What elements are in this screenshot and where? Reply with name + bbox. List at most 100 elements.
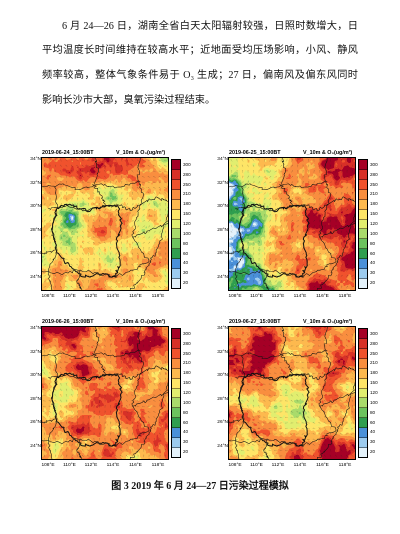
colorbar-swatch bbox=[359, 219, 367, 230]
colorbar-swatch bbox=[359, 169, 367, 180]
colorbar bbox=[171, 159, 181, 289]
figure-panel: 2019-06-24_15:00BT V_10m & O₃(ug/m³) 34°N 3… bbox=[28, 148, 198, 300]
colorbar-swatch bbox=[359, 338, 367, 349]
lat-label: 30°N bbox=[30, 373, 41, 379]
lon-label: 116°E bbox=[316, 294, 329, 299]
colorbar-swatch bbox=[172, 398, 180, 409]
lat-label: 34°N bbox=[217, 157, 228, 162]
lon-label: 114°E bbox=[293, 294, 307, 299]
lat-label: 30°N bbox=[217, 373, 228, 379]
lat-label: 24°N bbox=[30, 275, 41, 280]
panel-date-title: 2019-06-26_15:00BT bbox=[42, 319, 94, 325]
lat-label: 34°N bbox=[30, 157, 41, 162]
colorbar-swatch bbox=[172, 428, 180, 439]
colorbar-label: 150 bbox=[370, 211, 378, 217]
lon-label: 118°E bbox=[151, 294, 165, 299]
panel-date-title: 2019-06-24_15:00BT bbox=[42, 150, 94, 156]
colorbar-swatch bbox=[359, 189, 367, 200]
colorbar-swatch bbox=[172, 329, 180, 339]
colorbar bbox=[358, 328, 368, 458]
lat-label: 34°N bbox=[217, 326, 228, 331]
ozone-heatmap-canvas bbox=[229, 327, 355, 459]
colorbar-label: 100 bbox=[370, 230, 378, 236]
colorbar-label: 150 bbox=[183, 211, 191, 217]
colorbar-swatch bbox=[359, 329, 367, 339]
lat-label: 30°N bbox=[30, 204, 41, 210]
lat-label: 28°N bbox=[217, 396, 228, 402]
colorbar-swatch bbox=[359, 378, 367, 389]
lon-label: 110°E bbox=[250, 463, 263, 468]
panel-date-title: 2019-06-25_15:00BT bbox=[229, 150, 281, 156]
paragraph-line: 平均温度长时间维持在较高水平；近地面受均压场影响，小风、静风 bbox=[42, 45, 358, 56]
colorbar-swatch bbox=[359, 418, 367, 429]
colorbar-swatch bbox=[172, 229, 180, 240]
panel-variable-title: V_10m & O₃(ug/m³) bbox=[116, 150, 166, 156]
colorbar-label: 100 bbox=[370, 399, 378, 405]
colorbar-label: 180 bbox=[183, 370, 191, 376]
colorbar-swatch bbox=[172, 418, 180, 429]
lon-label: 108°E bbox=[228, 294, 242, 299]
lon-label: 108°E bbox=[41, 294, 55, 299]
colorbar-swatch bbox=[172, 259, 180, 270]
colorbar-swatch bbox=[172, 189, 180, 200]
colorbar-swatch bbox=[359, 199, 367, 210]
colorbar-label: 20 bbox=[183, 449, 189, 455]
colorbar-label: 210 bbox=[370, 191, 378, 197]
colorbar-swatch bbox=[359, 229, 367, 240]
colorbar-swatch bbox=[172, 338, 180, 349]
ozone-map bbox=[41, 326, 169, 460]
colorbar-swatch bbox=[172, 378, 180, 389]
ozone-map bbox=[228, 326, 356, 460]
colorbar-label: 300 bbox=[183, 330, 191, 336]
lat-label: 30°N bbox=[217, 204, 228, 210]
colorbar-label: 120 bbox=[183, 221, 191, 226]
colorbar-swatch bbox=[359, 279, 367, 288]
ozone-heatmap-canvas bbox=[42, 327, 168, 459]
colorbar-label: 20 bbox=[370, 280, 376, 286]
colorbar-swatch bbox=[359, 368, 367, 379]
lon-label: 114°E bbox=[293, 463, 307, 468]
colorbar-label: 40 bbox=[183, 260, 189, 266]
colorbar-label: 250 bbox=[370, 181, 378, 187]
colorbar-label: 40 bbox=[183, 429, 189, 435]
colorbar-label: 30 bbox=[183, 270, 189, 276]
colorbar-label: 20 bbox=[370, 449, 376, 455]
colorbar-swatch bbox=[359, 408, 367, 419]
colorbar-label: 300 bbox=[183, 161, 191, 167]
colorbar-label: 30 bbox=[183, 439, 189, 445]
colorbar-label: 180 bbox=[183, 201, 191, 207]
lon-label: 116°E bbox=[316, 463, 329, 468]
lat-label: 28°N bbox=[30, 396, 41, 402]
lat-label: 32°N bbox=[30, 180, 41, 186]
lon-label: 112°E bbox=[84, 294, 98, 299]
lon-label: 110°E bbox=[63, 294, 76, 299]
colorbar-label: 300 bbox=[370, 161, 378, 167]
lon-label: 116°E bbox=[129, 463, 142, 468]
colorbar-swatch bbox=[359, 179, 367, 190]
colorbar-label: 210 bbox=[183, 191, 191, 197]
colorbar-label: 60 bbox=[370, 419, 376, 425]
colorbar-swatch bbox=[172, 269, 180, 280]
paragraph-line: 频率较高，整体气象条件易于 O₃ 生成；27 日，偏南风及偏东风同时 bbox=[42, 70, 358, 81]
colorbar bbox=[171, 328, 181, 458]
figure-panel: 2019-06-27_15:00BT V_10m & O₃(ug/m³) 34°N 3… bbox=[215, 317, 385, 469]
figure-panel: 2019-06-25_15:00BT V_10m & O₃(ug/m³) 34°N 3… bbox=[215, 148, 385, 300]
colorbar-label: 280 bbox=[183, 340, 191, 346]
colorbar-label: 120 bbox=[370, 390, 378, 395]
colorbar-swatch bbox=[359, 269, 367, 280]
ozone-map bbox=[41, 157, 169, 291]
lon-label: 112°E bbox=[84, 463, 98, 468]
lon-label: 112°E bbox=[271, 294, 285, 299]
colorbar-swatch bbox=[172, 160, 180, 170]
colorbar-swatch bbox=[359, 209, 367, 220]
lon-label: 118°E bbox=[338, 294, 352, 299]
panel-variable-title: V_10m & O₃(ug/m³) bbox=[116, 319, 166, 325]
ozone-heatmap-canvas bbox=[42, 158, 168, 290]
lat-label: 28°N bbox=[30, 227, 41, 233]
colorbar-label: 120 bbox=[370, 221, 378, 226]
lat-label: 26°N bbox=[217, 251, 228, 257]
figure-panel: 2019-06-26_15:00BT V_10m & O₃(ug/m³) 34°N 3… bbox=[28, 317, 198, 469]
colorbar-swatch bbox=[172, 448, 180, 457]
lon-label: 114°E bbox=[106, 463, 120, 468]
lat-label: 32°N bbox=[217, 180, 228, 186]
